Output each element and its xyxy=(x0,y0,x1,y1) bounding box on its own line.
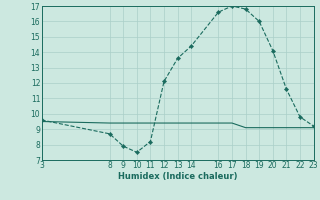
X-axis label: Humidex (Indice chaleur): Humidex (Indice chaleur) xyxy=(118,172,237,181)
